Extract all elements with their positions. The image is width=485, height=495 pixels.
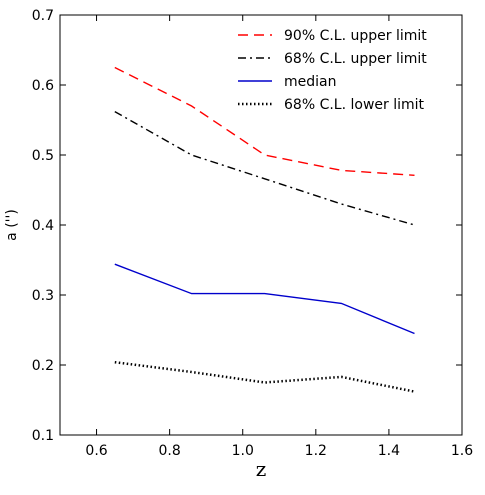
x-tick-label: 0.6 [85, 443, 107, 459]
series-line-2 [114, 110, 415, 226]
y-tick-label: 0.2 [32, 358, 54, 374]
legend-label-2: 68% C.L. upper limit [284, 51, 427, 67]
series-line-1 [114, 66, 415, 176]
y-axis-ticks: 0.1 0.2 0.3 0.4 0.5 0.6 0.7 [32, 8, 462, 444]
x-tick-label: 1.6 [451, 443, 473, 459]
x-axis-ticks: 0.6 0.8 1.0 1.2 1.4 1.6 [85, 15, 473, 459]
series-line-4 [114, 360, 415, 393]
legend-label-4: 68% C.L. lower limit [284, 97, 425, 113]
x-tick-label: 1.2 [305, 443, 327, 459]
x-tick-label: 1.4 [378, 443, 400, 459]
y-tick-label: 0.4 [32, 218, 54, 234]
y-tick-label: 0.7 [32, 8, 54, 24]
legend-label-3: median [284, 74, 336, 90]
series-line-3 [114, 263, 415, 335]
plot-lines [114, 66, 415, 393]
y-axis-label: a ('') [4, 209, 20, 241]
y-tick-label: 0.3 [32, 288, 54, 304]
chart-legend: 90% C.L. upper limit 68% C.L. upper limit… [238, 28, 427, 113]
y-tick-label: 0.6 [32, 78, 54, 94]
plot-frame [59, 14, 463, 436]
legend-label-1: 90% C.L. upper limit [284, 28, 427, 44]
x-tick-label: 0.8 [159, 443, 181, 459]
x-tick-label: 1.0 [232, 443, 254, 459]
y-tick-label: 0.5 [32, 148, 54, 164]
x-axis-label: z [256, 457, 267, 481]
y-tick-label: 0.1 [32, 428, 54, 444]
